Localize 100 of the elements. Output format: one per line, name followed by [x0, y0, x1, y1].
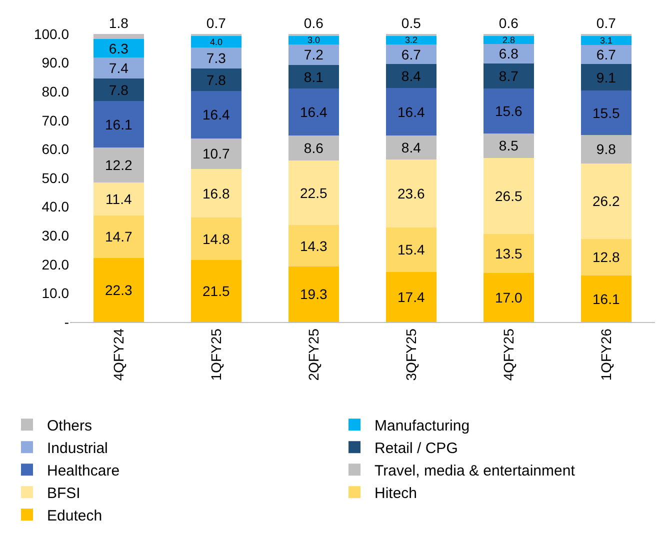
legend-label: Manufacturing: [374, 418, 470, 434]
data-label: 11.4: [106, 191, 132, 208]
data-label: 15.5: [592, 104, 620, 121]
legend-label: Others: [47, 418, 92, 434]
bar: [93, 39, 144, 58]
data-label: 7.3: [206, 50, 226, 66]
bar: [580, 163, 632, 239]
data-label: 0.6: [304, 15, 324, 31]
data-label: 9.8: [596, 141, 616, 158]
bar: [288, 44, 340, 66]
bar: [483, 158, 534, 234]
data-label: 23.6: [398, 186, 425, 202]
y-tick-label: 10.0: [42, 285, 70, 302]
bar: [93, 182, 144, 216]
data-label: 26.5: [495, 188, 522, 204]
bar: [580, 135, 632, 164]
bar: [288, 266, 340, 322]
data-label: 7.8: [206, 72, 226, 88]
data-label: 19.3: [300, 286, 328, 302]
bar: [483, 133, 534, 158]
data-label: 14.3: [300, 238, 328, 254]
x-tick-label: 4QFY24: [110, 328, 126, 381]
bar: [386, 135, 437, 160]
y-tick-label: 40.0: [42, 198, 70, 215]
data-label: 8.1: [304, 68, 324, 85]
y-tick-label: -: [64, 314, 70, 330]
data-label: 6.8: [498, 46, 519, 62]
bar: [386, 44, 437, 64]
data-label: 14.7: [105, 228, 132, 245]
bar: [386, 160, 437, 228]
data-label: 22.5: [300, 184, 328, 201]
bar: [483, 273, 534, 322]
bar: [386, 272, 437, 322]
data-label: 16.4: [398, 104, 425, 120]
data-label: 3.1: [600, 35, 613, 46]
bar: [580, 90, 632, 136]
bar: [386, 64, 437, 88]
data-label: 14.8: [202, 230, 230, 247]
x-tick-label: 1QFY26: [598, 328, 614, 381]
bar: [483, 234, 534, 274]
y-tick-label: 60.0: [42, 141, 70, 158]
data-label: 8.4: [401, 139, 422, 156]
bar: [580, 238, 632, 276]
bar: [190, 260, 242, 322]
x-tick-label: 4QFY25: [500, 328, 516, 381]
bar: [483, 44, 534, 64]
bar: [580, 44, 632, 64]
data-label: 0.5: [401, 15, 422, 31]
legend-label: Healthcare: [47, 462, 120, 480]
bar: [580, 276, 632, 322]
bar: [580, 64, 632, 90]
data-label: 15.6: [495, 102, 522, 119]
bar: [93, 34, 144, 40]
y-tick-label: 20.0: [42, 256, 70, 272]
bar: [93, 78, 144, 102]
data-label: 6.3: [108, 40, 129, 56]
bar: [288, 136, 340, 160]
bar: [93, 215, 144, 258]
data-label: 4.0: [210, 36, 223, 47]
bar: [93, 258, 144, 322]
data-label: 16.8: [202, 185, 230, 202]
data-label: 6.7: [596, 46, 616, 63]
bar: [288, 225, 340, 266]
data-label: 12.8: [592, 249, 620, 266]
data-label: 2.8: [502, 34, 516, 45]
data-label: 15.4: [398, 242, 425, 258]
data-label: 22.3: [105, 282, 132, 298]
bar: [190, 138, 242, 170]
data-label: 7.2: [304, 46, 324, 63]
legend-label: BFSI: [47, 485, 80, 502]
data-label: 16.1: [105, 116, 132, 132]
y-tick-label: 50.0: [42, 170, 70, 186]
data-label: 9.1: [596, 69, 616, 86]
y-tick-label: 30.0: [42, 228, 70, 244]
legend-label: Retail / CPG: [374, 440, 458, 457]
data-label: 26.2: [592, 193, 620, 210]
bar: [190, 48, 242, 69]
y-tick-label: 90.0: [42, 54, 70, 71]
data-label: 16.4: [300, 104, 328, 120]
data-label: 6.7: [401, 46, 422, 62]
bar: [190, 169, 242, 218]
data-label: 10.7: [202, 146, 230, 162]
data-label: 8.6: [304, 140, 324, 156]
y-tick-label: 70.0: [42, 112, 70, 128]
data-label: 21.5: [202, 283, 230, 300]
x-tick-label: 1QFY25: [208, 328, 224, 381]
data-label: 12.2: [105, 157, 132, 174]
data-label: 0.6: [498, 15, 519, 31]
data-label: 17.0: [495, 290, 522, 306]
bar: [190, 36, 242, 48]
data-label: 13.5: [495, 246, 522, 262]
bar: [580, 36, 632, 45]
bar: [190, 217, 242, 260]
legend-label: Edutech: [47, 508, 102, 524]
data-label: 17.4: [398, 288, 425, 305]
y-tick-label: 100.0: [34, 26, 70, 42]
bar: [483, 63, 534, 88]
legend-label: Travel, media & entertainment: [374, 462, 576, 480]
y-tick-label: 80.0: [42, 84, 70, 100]
bar: [288, 160, 340, 226]
